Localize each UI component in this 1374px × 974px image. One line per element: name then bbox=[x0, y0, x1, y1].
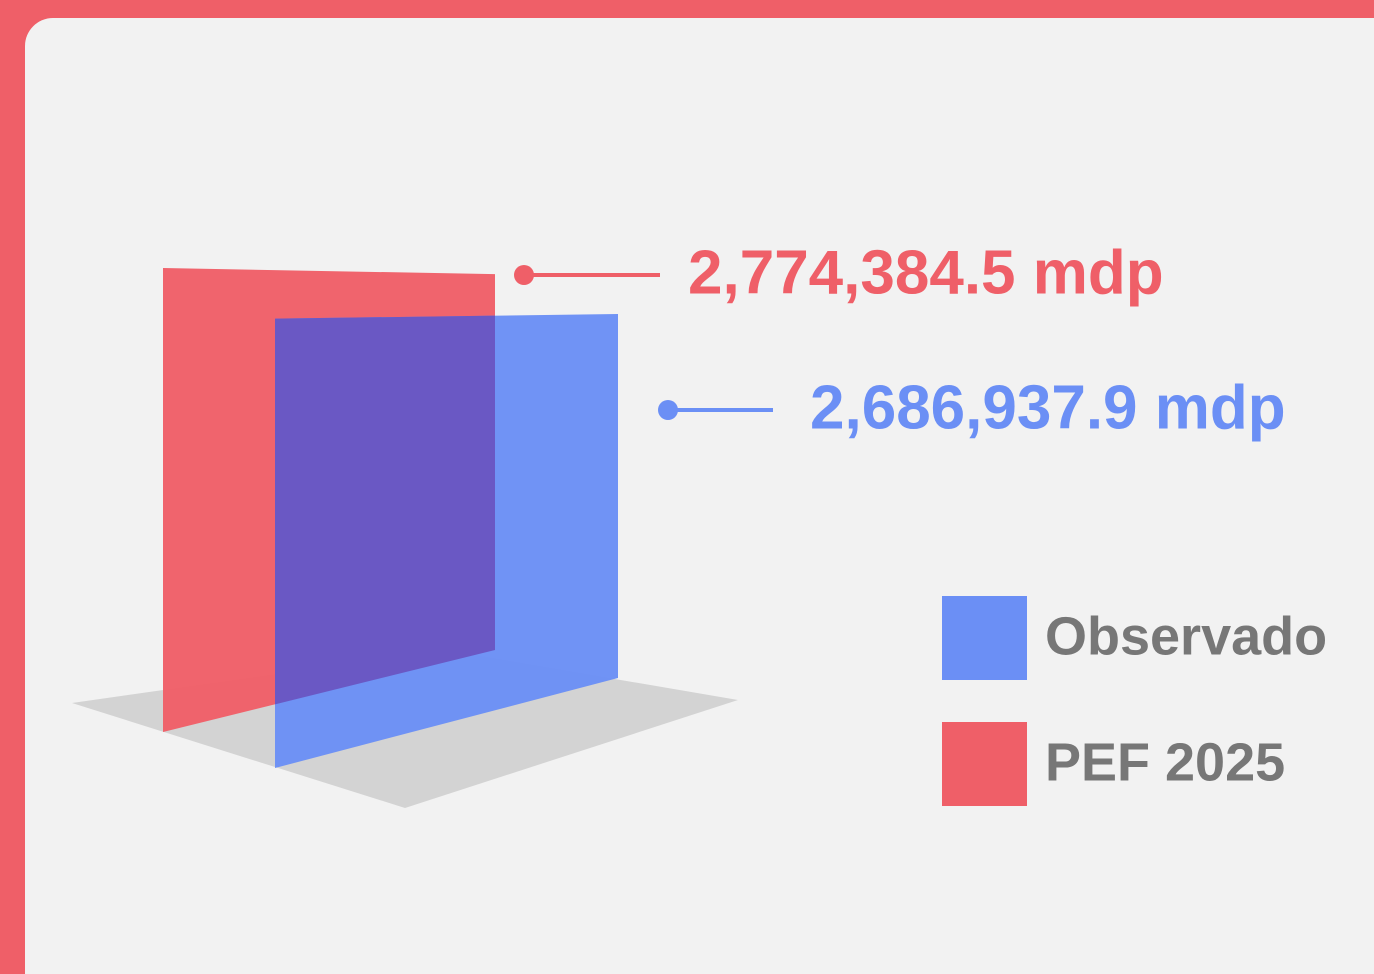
legend-label: Observado bbox=[1045, 606, 1327, 666]
legend-label: PEF 2025 bbox=[1045, 732, 1285, 792]
legend-swatch bbox=[942, 722, 1027, 806]
value-label: 2,686,937.9 mdp bbox=[810, 373, 1286, 442]
value-label: 2,774,384.5 mdp bbox=[688, 238, 1164, 307]
overlap bbox=[275, 315, 495, 705]
legend-swatch bbox=[942, 596, 1027, 680]
